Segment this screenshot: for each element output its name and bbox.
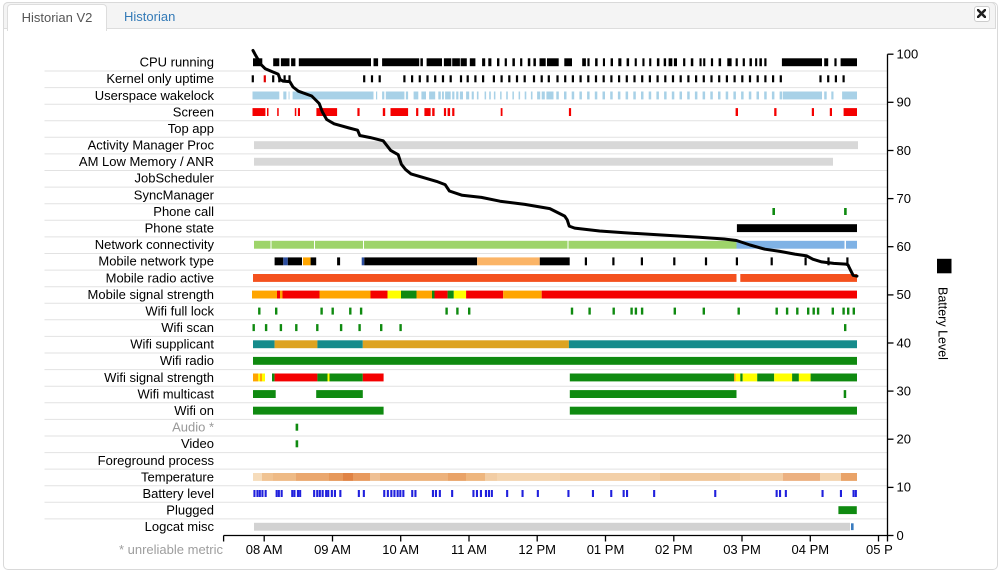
svg-text:Activity Manager Proc: Activity Manager Proc (88, 138, 215, 153)
svg-text:Battery level: Battery level (142, 486, 214, 501)
svg-text:* unreliable metric: * unreliable metric (119, 542, 224, 557)
svg-text:Mobile signal strength: Mobile signal strength (88, 287, 214, 302)
svg-text:Wifi radio: Wifi radio (160, 353, 214, 368)
svg-text:Plugged: Plugged (166, 503, 214, 518)
svg-text:12 PM: 12 PM (518, 542, 556, 557)
svg-text:Kernel only uptime: Kernel only uptime (106, 71, 214, 86)
svg-text:CPU running: CPU running (140, 55, 214, 70)
svg-text:80: 80 (897, 143, 911, 158)
svg-text:Wifi supplicant: Wifi supplicant (130, 337, 214, 352)
svg-text:AM Low Memory / ANR: AM Low Memory / ANR (79, 154, 214, 169)
svg-text:Phone state: Phone state (145, 221, 214, 236)
svg-text:Mobile radio active: Mobile radio active (106, 270, 214, 285)
svg-text:20: 20 (897, 432, 911, 447)
svg-text:Wifi scan: Wifi scan (161, 320, 214, 335)
svg-text:Wifi full lock: Wifi full lock (145, 303, 214, 318)
svg-text:01 PM: 01 PM (587, 542, 625, 557)
svg-text:02 PM: 02 PM (655, 542, 693, 557)
svg-text:09 AM: 09 AM (314, 542, 351, 557)
svg-text:Wifi signal strength: Wifi signal strength (104, 370, 214, 385)
svg-text:40: 40 (897, 335, 911, 350)
svg-text:SyncManager: SyncManager (134, 187, 215, 202)
svg-text:Wifi on: Wifi on (174, 403, 214, 418)
svg-text:Logcat misc: Logcat misc (145, 519, 215, 534)
svg-text:Foreground process: Foreground process (98, 453, 215, 468)
svg-text:Temperature: Temperature (141, 469, 214, 484)
svg-text:Network connectivity: Network connectivity (95, 237, 215, 252)
svg-text:Battery Level: Battery Level (936, 287, 950, 360)
svg-text:Mobile network type: Mobile network type (98, 254, 214, 269)
svg-text:90: 90 (897, 95, 911, 110)
svg-text:Video: Video (181, 436, 214, 451)
svg-text:11 AM: 11 AM (451, 542, 487, 557)
svg-text:08 AM: 08 AM (246, 542, 283, 557)
svg-text:70: 70 (897, 191, 911, 206)
svg-text:Phone call: Phone call (153, 204, 214, 219)
svg-text:Wifi multicast: Wifi multicast (137, 386, 214, 401)
svg-text:03 PM: 03 PM (723, 542, 761, 557)
svg-text:JobScheduler: JobScheduler (135, 171, 215, 186)
svg-text:Audio *: Audio * (172, 420, 214, 435)
svg-text:Screen: Screen (173, 104, 214, 119)
svg-text:50: 50 (897, 287, 911, 302)
svg-text:10: 10 (897, 480, 911, 495)
svg-text:30: 30 (897, 383, 911, 398)
svg-text:05 P: 05 P (866, 542, 893, 557)
svg-text:10 AM: 10 AM (382, 542, 419, 557)
svg-text:100: 100 (897, 47, 919, 62)
svg-text:Top app: Top app (168, 121, 214, 136)
svg-text:60: 60 (897, 239, 911, 254)
svg-text:Userspace wakelock: Userspace wakelock (95, 88, 215, 103)
svg-text:04 PM: 04 PM (792, 542, 830, 557)
svg-text:0: 0 (897, 528, 904, 543)
